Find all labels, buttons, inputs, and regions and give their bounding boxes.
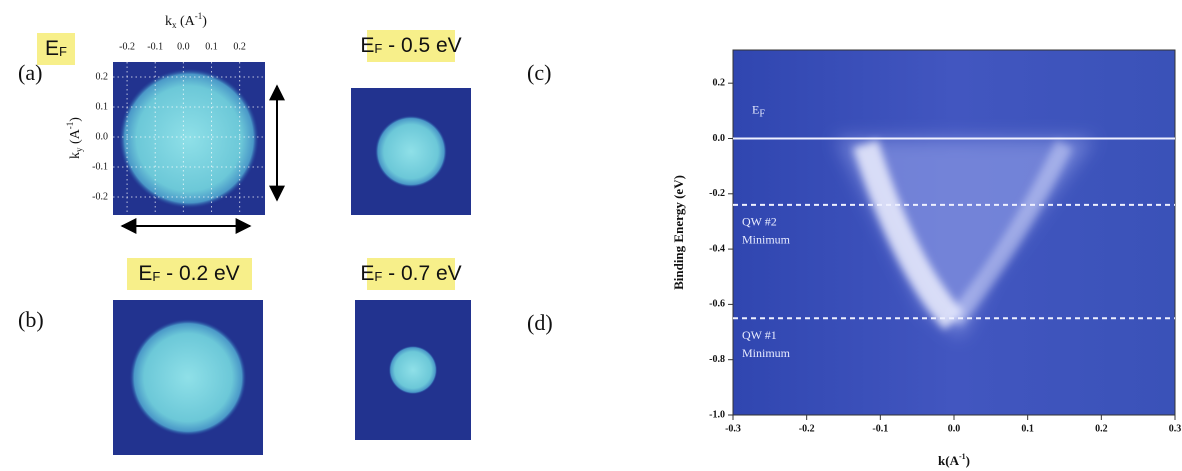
y-tick-label: -0.2 <box>709 188 725 199</box>
x-tick-label: -0.2 <box>799 423 815 434</box>
symbol: k <box>68 152 83 159</box>
power: -1 <box>65 122 75 130</box>
symbol: E <box>360 262 374 285</box>
y-tick-label: -0.6 <box>709 299 725 310</box>
level-label: QW #1 <box>742 328 777 342</box>
dispersion-plot: -0.3 -0.2 -0.1 0.0 0.1 0.2 0.3 0.2 0.0 -0.2 -0.4 -0… <box>671 50 1181 468</box>
close: ) <box>68 117 83 122</box>
ky-tick-label: -0.1 <box>92 161 108 172</box>
x-tick-label: -0.1 <box>872 423 888 434</box>
kx-tick-label: 0.0 <box>177 41 190 52</box>
ky-axis-title: ky (A-1) <box>65 117 84 159</box>
suffix: - 0.5 eV <box>382 34 461 57</box>
y-tick-label: -1.0 <box>709 409 725 420</box>
symbol: E <box>360 34 374 57</box>
subscript: F <box>759 109 765 120</box>
ky-tick-label: 0.0 <box>96 131 109 142</box>
ky-tick-label: 0.1 <box>96 101 109 112</box>
subscript: F <box>374 41 382 56</box>
x-tick-label: 0.0 <box>948 423 961 434</box>
kx-tick-label: 0.2 <box>233 41 246 52</box>
y-tick-label: -0.8 <box>709 354 725 365</box>
close: ) <box>966 453 970 468</box>
x-axis-title: k(A-1) <box>938 452 970 468</box>
symbol: E <box>138 262 152 285</box>
ky-tick-label: -0.2 <box>92 191 108 202</box>
y-tick-label: -0.4 <box>709 243 725 254</box>
fermi-surface <box>130 319 247 436</box>
kx-tick-label: -0.1 <box>147 41 163 52</box>
power: -1 <box>959 452 966 461</box>
x-tick-label: -0.3 <box>725 423 741 434</box>
y-tick-label: 0.0 <box>713 133 726 144</box>
x-tick-label: 0.2 <box>1095 423 1108 434</box>
panel-label: (d) <box>527 310 553 335</box>
fermi-surface <box>119 69 259 209</box>
level-label: QW #2 <box>742 215 777 229</box>
fermi-surface <box>389 346 438 395</box>
symbol: k <box>165 14 172 29</box>
power: -1 <box>195 11 203 21</box>
text: k(A <box>938 453 960 468</box>
kx-axis-title: kx (A-1) <box>165 11 207 30</box>
subscript: F <box>152 269 160 284</box>
subscript: F <box>59 44 67 59</box>
y-tick-label: 0.2 <box>713 77 726 88</box>
level-note: Minimum <box>742 233 791 247</box>
ky-tick-label: 0.2 <box>96 71 109 82</box>
close: ) <box>202 14 207 29</box>
suffix: - 0.2 eV <box>160 262 239 285</box>
symbol: E <box>45 37 59 60</box>
momentum-maps: (a)EF(b)EF - 0.2 eV(c)EF - 0.5 eV(d)EF -… <box>18 11 553 455</box>
panel-label: (b) <box>18 307 44 332</box>
y-axis-title: Binding Energy (eV) <box>671 175 686 290</box>
subscript: F <box>374 269 382 284</box>
figure: (a)EF(b)EF - 0.2 eV(c)EF - 0.5 eV(d)EF -… <box>0 0 1182 471</box>
x-tick-label: 0.1 <box>1021 423 1034 434</box>
level-note: Minimum <box>742 346 791 360</box>
x-tick-label: 0.3 <box>1169 423 1182 434</box>
fermi-surface <box>375 116 447 188</box>
unit: (A <box>177 14 196 29</box>
unit: (A <box>68 128 83 147</box>
panel-label: (c) <box>527 60 551 85</box>
kx-tick-label: -0.2 <box>119 41 135 52</box>
symbol: E <box>752 102 759 116</box>
kx-tick-label: 0.1 <box>205 41 218 52</box>
suffix: - 0.7 eV <box>382 262 461 285</box>
